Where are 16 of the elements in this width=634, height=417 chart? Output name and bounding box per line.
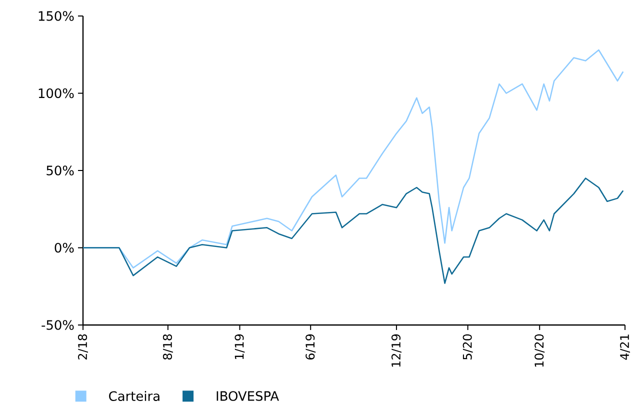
x-tick-label: 6/19: [306, 334, 316, 360]
y-tick-label: 0%: [54, 242, 74, 253]
y-tick-label: 50%: [46, 166, 74, 176]
x-tick-label: 12/19: [391, 334, 402, 367]
x-tick-label: 10/20: [534, 334, 545, 367]
x-tick-label: 1/19: [234, 334, 245, 360]
y-tick-label: -50%: [42, 320, 74, 330]
y-tick-label: 100%: [38, 88, 74, 98]
x-tick-label: 8/18: [162, 334, 173, 360]
legend-label: IBOVESPA: [216, 391, 279, 401]
legend-label: Carteira: [109, 390, 160, 402]
x-tick-label: 2/18: [78, 334, 88, 360]
line-series: [83, 178, 624, 284]
y-tick-label: 150%: [38, 11, 74, 21]
x-tick-label: 4/21: [620, 334, 630, 360]
x-tick-label: 5/20: [462, 334, 473, 360]
